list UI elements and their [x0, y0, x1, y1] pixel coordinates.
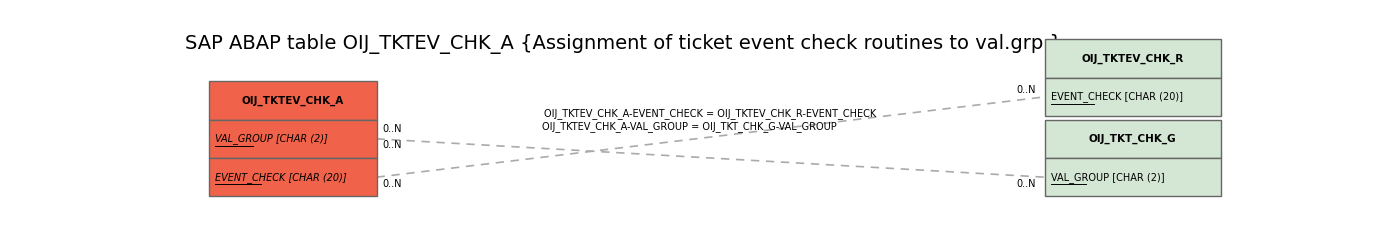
- Text: 0..N: 0..N: [1017, 179, 1036, 189]
- Text: OIJ_TKT_CHK_G: OIJ_TKT_CHK_G: [1089, 134, 1176, 144]
- Text: SAP ABAP table OIJ_TKTEV_CHK_A {Assignment of ticket event check routines to val: SAP ABAP table OIJ_TKTEV_CHK_A {Assignme…: [186, 34, 1062, 54]
- Text: 0..N: 0..N: [382, 179, 402, 189]
- Text: 0..N: 0..N: [1017, 85, 1036, 95]
- FancyBboxPatch shape: [209, 120, 377, 158]
- FancyBboxPatch shape: [209, 81, 377, 120]
- FancyBboxPatch shape: [209, 158, 377, 196]
- Text: OIJ_TKTEV_CHK_R: OIJ_TKTEV_CHK_R: [1081, 53, 1184, 64]
- FancyBboxPatch shape: [1045, 39, 1221, 78]
- FancyBboxPatch shape: [1045, 158, 1221, 196]
- Text: OIJ_TKTEV_CHK_A: OIJ_TKTEV_CHK_A: [241, 95, 345, 106]
- Text: 0..N: 0..N: [382, 124, 402, 134]
- Text: EVENT_CHECK [CHAR (20)]: EVENT_CHECK [CHAR (20)]: [215, 172, 347, 183]
- Text: OIJ_TKTEV_CHK_A-VAL_GROUP = OIJ_TKT_CHK_G-VAL_GROUP: OIJ_TKTEV_CHK_A-VAL_GROUP = OIJ_TKT_CHK_…: [541, 121, 837, 132]
- Text: EVENT_CHECK [CHAR (20)]: EVENT_CHECK [CHAR (20)]: [1052, 91, 1183, 102]
- FancyBboxPatch shape: [1045, 78, 1221, 116]
- Text: OIJ_TKTEV_CHK_A-EVENT_CHECK = OIJ_TKTEV_CHK_R-EVENT_CHECK: OIJ_TKTEV_CHK_A-EVENT_CHECK = OIJ_TKTEV_…: [544, 108, 876, 119]
- Text: VAL_GROUP [CHAR (2)]: VAL_GROUP [CHAR (2)]: [215, 133, 328, 144]
- Text: VAL_GROUP [CHAR (2)]: VAL_GROUP [CHAR (2)]: [1052, 172, 1165, 183]
- FancyBboxPatch shape: [1045, 120, 1221, 158]
- Text: 0..N: 0..N: [382, 140, 402, 150]
